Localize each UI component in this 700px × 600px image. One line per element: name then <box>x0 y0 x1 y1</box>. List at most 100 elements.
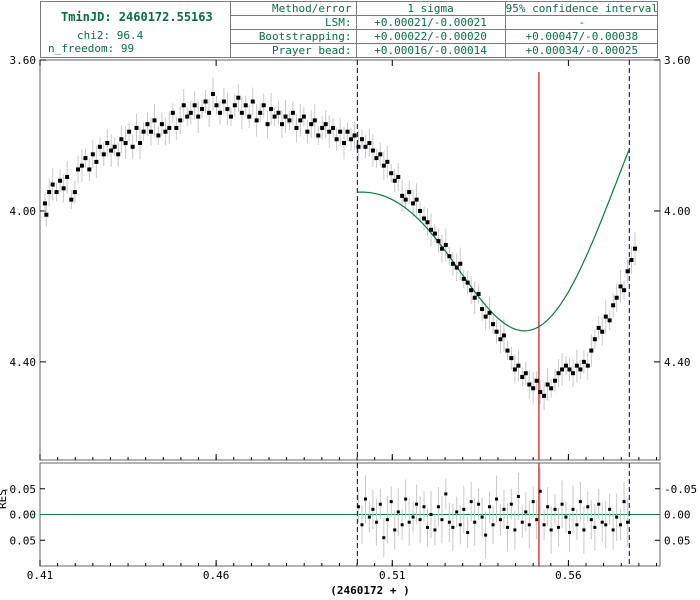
data-point <box>334 137 339 142</box>
data-point <box>163 129 168 134</box>
residual-point <box>458 523 462 527</box>
data-point <box>596 325 601 330</box>
data-point <box>570 371 575 376</box>
data-point <box>247 114 252 119</box>
main-data-points <box>42 91 637 398</box>
data-point <box>47 190 52 195</box>
residual-point <box>505 525 509 529</box>
row-method: LSM: <box>231 15 357 30</box>
residual-point <box>516 494 520 498</box>
data-point <box>232 103 237 108</box>
data-point <box>563 363 568 368</box>
data-point <box>629 258 634 262</box>
data-point <box>439 246 444 251</box>
y-tick-label: -0.05 <box>664 483 697 496</box>
data-point <box>342 141 347 146</box>
data-point <box>556 371 561 376</box>
data-point <box>465 280 470 285</box>
data-point <box>294 125 299 130</box>
data-point <box>58 178 63 183</box>
data-point <box>312 118 317 123</box>
data-point <box>363 144 368 149</box>
x-tick-label: 0.56 <box>555 569 582 582</box>
data-point <box>567 367 572 372</box>
data-point <box>505 348 510 353</box>
row-method: Prayer bead: <box>272 44 352 57</box>
data-point <box>509 356 514 361</box>
data-point <box>69 197 74 202</box>
row-ci: +0.00034/-0.00025 <box>504 43 658 57</box>
residual-data-points <box>356 489 630 540</box>
data-point <box>381 163 386 168</box>
data-point <box>243 103 248 108</box>
data-point <box>429 227 434 232</box>
y-tick-label: 4.00 <box>664 205 691 218</box>
residual-point <box>400 523 404 527</box>
data-point <box>578 367 583 372</box>
data-point <box>574 363 579 368</box>
data-point <box>265 122 270 127</box>
residual-point <box>378 502 382 506</box>
data-point <box>359 137 364 142</box>
data-point <box>174 125 179 130</box>
row-method: Bootstrapping: <box>231 29 357 44</box>
y-tick-label: 3.60 <box>664 54 691 67</box>
residual-point <box>578 500 582 504</box>
data-point <box>72 190 77 195</box>
data-point <box>476 291 481 296</box>
data-point <box>385 159 390 164</box>
data-point <box>42 201 47 206</box>
data-point <box>65 174 70 179</box>
y-tick-label: 0.00 <box>10 509 37 522</box>
data-point <box>152 118 157 123</box>
residual-point <box>440 518 444 522</box>
data-point <box>159 122 164 127</box>
header-ci: 95% confidence interval <box>504 2 658 16</box>
y-tick-label: 0.00 <box>664 509 691 522</box>
residual-point <box>360 523 364 527</box>
data-point <box>414 197 419 202</box>
data-point <box>218 110 223 115</box>
data-point <box>148 129 153 134</box>
residual-point <box>535 518 539 522</box>
residual-point <box>393 528 397 532</box>
residual-point <box>447 520 451 524</box>
x-tick-label: 0.46 <box>203 569 230 582</box>
data-point <box>130 144 135 149</box>
data-point <box>352 133 357 138</box>
data-point <box>280 122 285 127</box>
data-point <box>491 322 496 327</box>
residual-point <box>382 536 386 540</box>
info-panel: TminJD: 2460172.55163 chi2: 96.4 n_freed… <box>40 1 658 58</box>
main-marker-lines <box>356 60 630 460</box>
residual-point <box>586 505 590 509</box>
residual-point <box>575 523 579 527</box>
tmin-value: TminJD: 2460172.55163 <box>61 10 213 24</box>
data-point <box>298 118 303 123</box>
data-point <box>407 190 412 195</box>
data-point <box>309 122 314 127</box>
residual-point <box>619 523 623 527</box>
data-point <box>119 137 124 142</box>
residual-point <box>567 531 571 535</box>
header-sigma: 1 sigma <box>355 2 506 16</box>
data-point <box>400 193 405 198</box>
data-point <box>261 103 266 108</box>
main-plot-frame <box>39 59 661 461</box>
residual-point <box>436 505 440 509</box>
residual-point <box>604 523 608 527</box>
residual-point <box>600 520 604 524</box>
residual-point <box>527 523 531 527</box>
data-point <box>254 118 259 123</box>
residual-point <box>444 492 448 496</box>
table-row: Bootstrapping: +0.00022/-0.00020 +0.0004… <box>231 29 658 44</box>
data-point <box>447 254 452 259</box>
data-point <box>105 141 110 146</box>
residual-point <box>597 502 601 506</box>
data-point <box>538 390 543 395</box>
data-point <box>443 242 448 247</box>
residual-point <box>524 510 528 514</box>
residual-point <box>615 515 619 519</box>
data-point <box>301 114 306 119</box>
data-point <box>498 337 503 342</box>
